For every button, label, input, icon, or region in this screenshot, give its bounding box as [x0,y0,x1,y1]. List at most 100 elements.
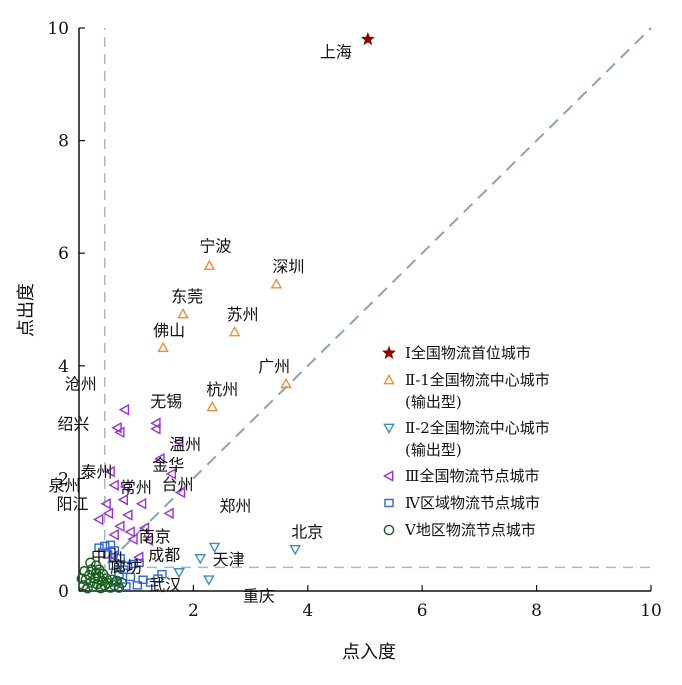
series-1 [360,31,375,46]
data-point [114,569,124,579]
reference-lines [78,27,652,592]
data-point [194,553,207,565]
data-point [114,426,125,439]
data-point [128,559,139,569]
data-point [114,520,125,533]
y-tick-label: 10 [47,19,69,39]
data-point [228,325,241,337]
data-point [203,575,215,586]
data-point [138,522,150,534]
point-label: 金华 [152,456,184,475]
data-point [289,544,302,556]
data-point [208,542,221,554]
point-label: 阳江 [56,495,88,514]
point-label: 成都 [148,545,180,564]
data-point [174,486,186,499]
y-tick-label: 6 [58,244,69,264]
legend-marker [383,373,395,385]
x-tick-label: 4 [302,601,313,621]
data-point [93,564,105,575]
data-point [106,574,118,586]
series-3 [173,542,302,586]
y-tick-label: 4 [58,357,69,377]
data-point [119,481,131,493]
data-point [125,572,136,582]
point-label: 宁波 [199,237,231,256]
point-label: 深圳 [272,257,304,276]
data-point [85,557,96,569]
data-point [203,259,216,270]
legend-entry: Ⅴ地区物流节点城市 [404,521,536,539]
legend: Ⅰ全国物流首位城市 Ⅱ-1全国物流中心城市 (输出型) Ⅱ-2全国物流中心城市 (输出型… [382,344,550,539]
x-axis-title: 点入度 [342,642,396,663]
data-point [102,507,114,520]
legend-marker [382,470,394,482]
x-tick-label: 8 [531,601,542,621]
data-point [108,528,119,541]
point-label: 天津 [213,550,245,569]
point-label: 泉州 [48,476,80,495]
data-point [116,577,128,589]
data-point [165,468,177,480]
data-point [102,550,113,559]
point-label: 南京 [139,527,171,546]
data-point [122,509,133,521]
data-point [101,573,112,584]
y-axis-title: 点出度 [16,283,37,337]
point-label: 台州 [162,475,194,494]
legend-marker [384,498,394,508]
data-point [118,403,130,416]
x-tick-label: 10 [640,601,662,621]
data-point [111,421,122,434]
point-label: 东莞 [171,287,203,306]
legend-entry: Ⅱ-1全国物流中心城市 [405,371,550,389]
data-point [132,581,143,590]
legend-entry: Ⅰ全国物流首位城市 [405,344,531,362]
data-point [163,507,174,520]
axes: 2 4 6 8 10 0 2 4 6 8 10 [47,19,661,621]
data-point [104,465,115,478]
data-point [142,534,154,547]
data-point [94,543,104,552]
data-points [76,31,375,594]
data-point [270,278,283,289]
series-6 [76,557,128,594]
data-point [100,541,110,551]
point-label: 常州 [120,478,152,497]
point-label: 北京 [291,522,323,541]
legend-marker [383,423,395,435]
point-label: 温州 [169,435,201,454]
data-point [134,558,144,568]
data-point [100,497,111,510]
legend-entry: Ⅳ区域物流节点城市 [405,494,540,512]
data-point [150,423,161,435]
data-point [157,569,167,579]
legend-entry: Ⅱ-2全国物流中心城市 [405,419,550,437]
data-point [135,497,147,510]
data-point [173,568,185,579]
x-tick-label: 2 [188,601,199,621]
data-point [360,31,375,46]
legend-marker [382,345,396,359]
data-point [127,533,138,545]
data-point [206,400,219,412]
y-tick-label: 0 [58,582,69,602]
y-tick-label: 8 [58,132,69,152]
point-label: 廊坊 [110,557,142,576]
point-label: 广州 [258,357,290,376]
data-point [76,573,88,584]
point-label: 泰州 [80,463,112,482]
legend-entry: (输出型) [405,441,462,459]
data-point [124,526,135,538]
point-label: 上海 [320,42,352,61]
point-label: 郑州 [219,496,251,515]
data-point [92,513,104,526]
data-point [108,561,119,570]
data-point [150,417,161,430]
data-point [111,575,123,587]
y-tick-label: 2 [58,469,69,489]
data-point [79,565,91,577]
